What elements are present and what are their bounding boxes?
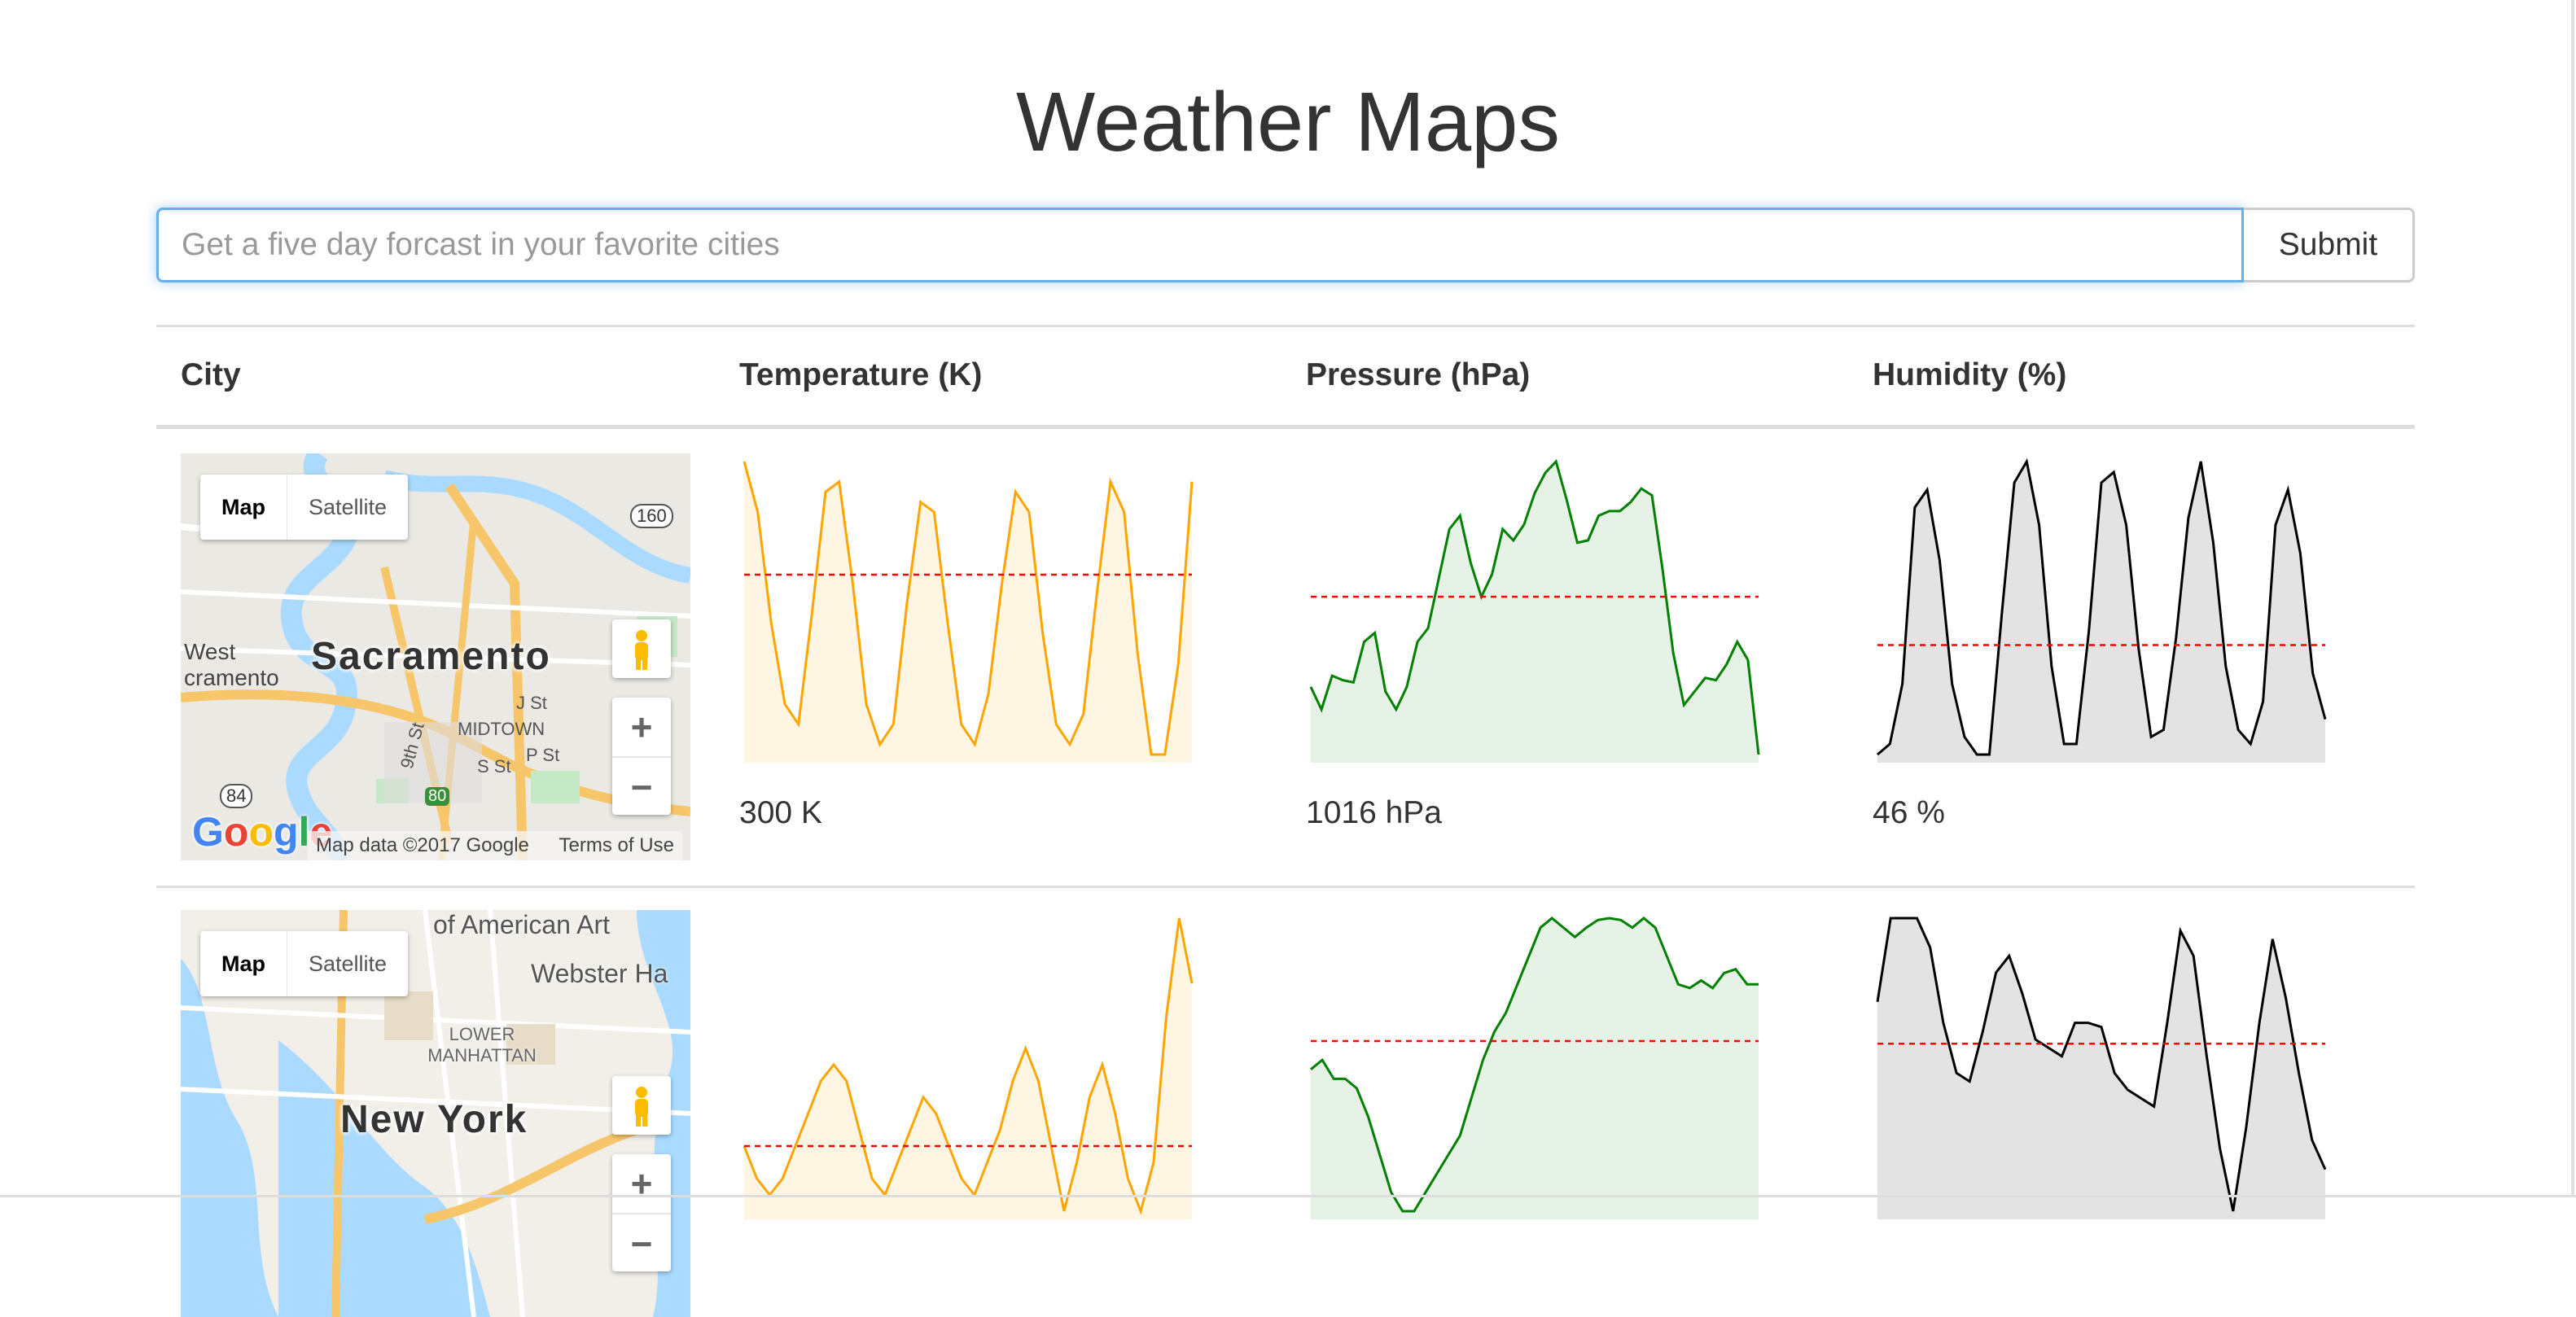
sparkline-line [1876,917,2327,1212]
map-place-label: LOWER MANHATTAN [427,1024,537,1065]
map-type-satellite-button[interactable]: Satellite [309,952,388,976]
sparkline-line [1877,457,2327,756]
sparkline-line [1309,459,1760,755]
search-form: Submit [156,208,2415,282]
sparkline-area [744,918,1192,1219]
sparkline-area [1311,918,1759,1219]
submit-button[interactable]: Submit [2244,208,2415,282]
temperature-sparkline [743,461,1194,763]
highway-shield-icon: 160 [630,504,673,528]
scrollbar[interactable] [2571,0,2574,1197]
table-divider [156,425,2415,429]
map-street-label: J St [516,693,547,713]
sparkline-area [1311,462,1759,763]
map-place-label: of American Art [433,910,610,939]
zoom-out-button[interactable]: − [630,1223,653,1265]
map-place-label: Webster Ha [531,959,668,988]
city-map[interactable]: Map Satellite + − Sacramento West c [181,453,690,860]
map-type-map-button[interactable]: Map [200,931,287,996]
column-header-pressure: Pressure (hPa) [1306,357,1531,392]
zoom-control: + − [612,1154,671,1271]
pegman-icon[interactable] [612,619,671,678]
map-street-label: P St [526,745,560,765]
map-type-map-button[interactable]: Map [200,475,287,540]
map-footer: Map data ©2017 Google Terms of Use [308,831,682,860]
viewport-edge [0,1195,2576,1197]
map-type-control: Map Satellite [200,931,409,996]
sparkline-area [1877,462,2325,763]
sparkline-line [743,461,1194,756]
humidity-sparkline [1876,917,2327,1219]
sparkline-line [1310,917,1759,1213]
sparkline-area [744,462,1192,763]
search-input[interactable] [156,208,2244,282]
map-place-label: MIDTOWN [458,719,545,739]
table-divider [156,886,2415,888]
pegman-icon[interactable] [612,1076,671,1135]
column-header-humidity: Humidity (%) [1873,357,2067,392]
humidity-sparkline [1877,457,2327,763]
pressure-sparkline [1309,459,1760,763]
humidity-value: 46 % [1873,795,1945,830]
pressure-value: 1016 hPa [1306,795,1442,830]
highway-shield-icon: 84 [220,784,253,808]
terms-of-use-link[interactable]: Terms of Use [559,834,674,856]
map-type-satellite-button[interactable]: Satellite [309,495,388,519]
city-map[interactable]: of American Art Webster Ha LOWER MANHATT… [181,910,690,1317]
sparkline-line [743,917,1194,1215]
table-divider [156,325,2415,327]
zoom-in-button[interactable]: + [612,698,671,758]
map-city-label: Sacramento [311,635,551,678]
zoom-in-button[interactable]: + [612,1154,671,1214]
map-attribution: Map data ©2017 Google [316,834,529,856]
pressure-sparkline [1310,917,1759,1219]
temperature-value: 300 K [739,795,822,830]
sparkline-area [1877,918,2325,1219]
zoom-out-button[interactable]: − [630,766,653,808]
zoom-control: + − [612,698,671,815]
map-city-label: New York [340,1098,528,1141]
column-header-city: City [181,357,241,392]
temperature-sparkline [743,917,1194,1219]
map-street-label: S St [477,756,511,777]
map-place-label: West cramento [184,639,279,690]
highway-shield-icon: 80 [425,787,450,806]
column-header-temperature: Temperature (K) [739,357,983,392]
page-title: Weather Maps [1016,75,1560,168]
map-type-control: Map Satellite [200,475,409,540]
